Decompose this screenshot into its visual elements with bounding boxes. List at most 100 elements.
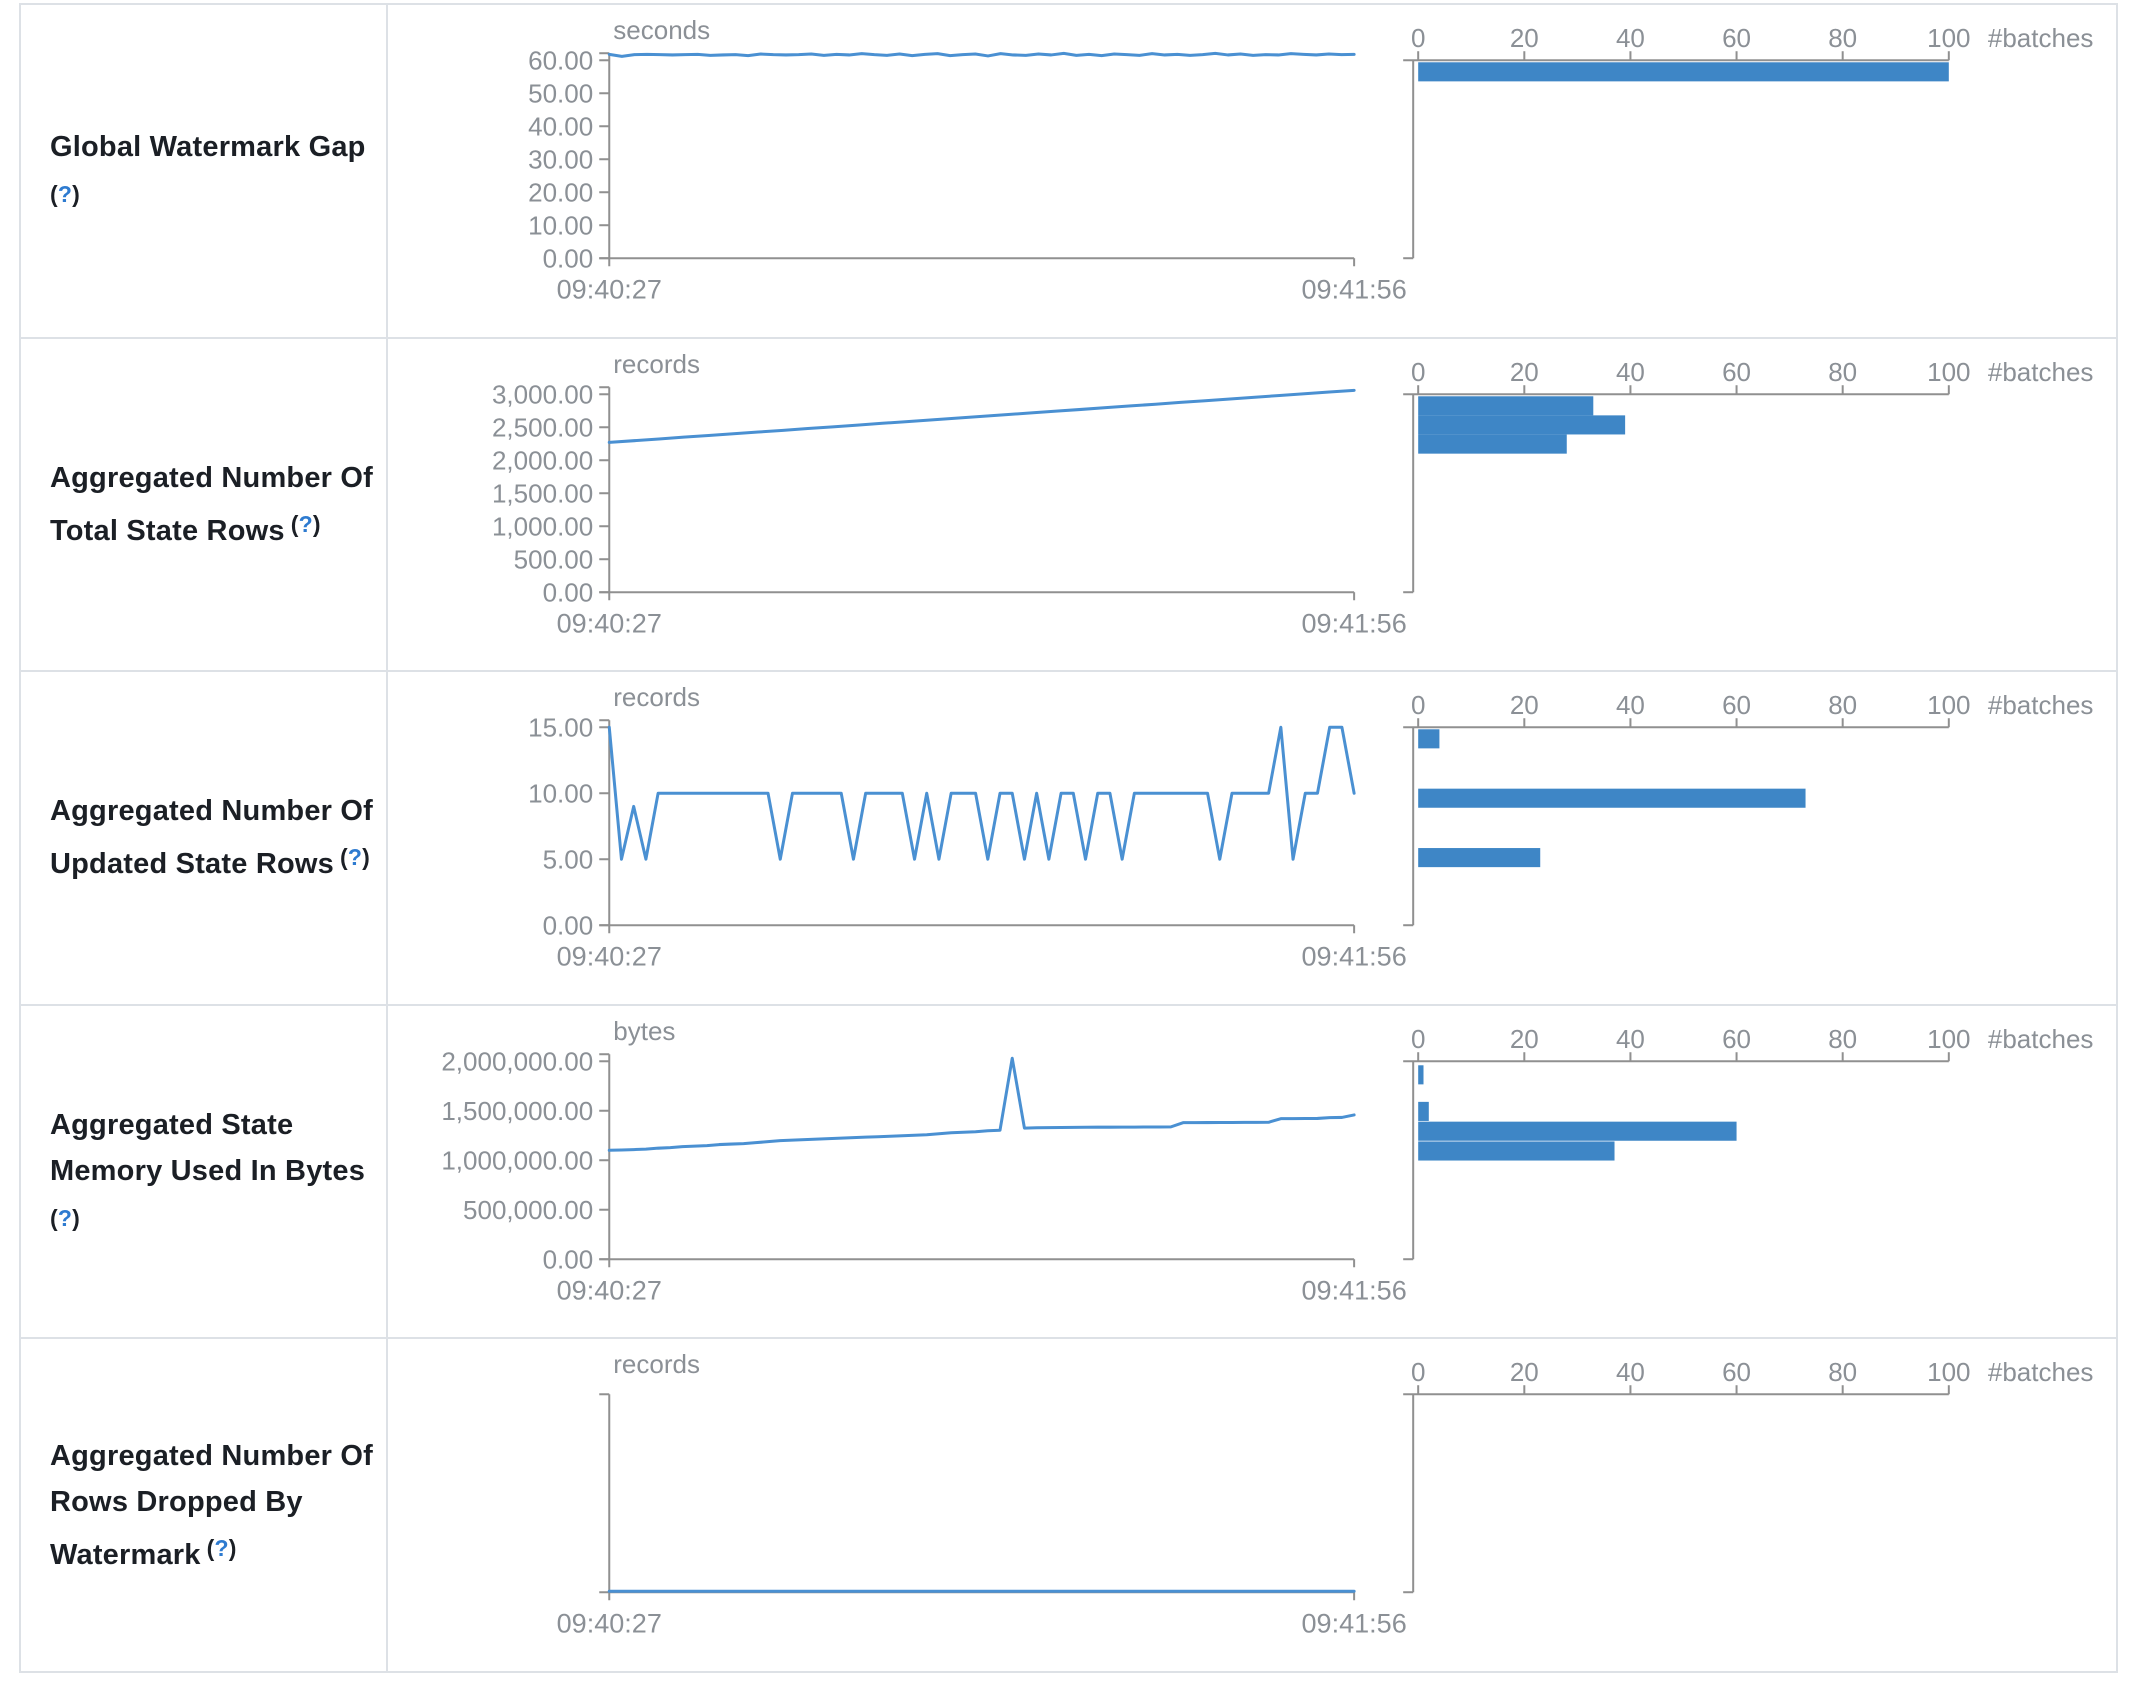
help-tooltip-link[interactable]: (?) bbox=[290, 510, 321, 537]
svg-text:1,000.00: 1,000.00 bbox=[492, 511, 593, 541]
metric-title: Aggregated Number Of bbox=[50, 1439, 374, 1472]
metric-title: Rows Dropped By bbox=[50, 1485, 303, 1518]
svg-text:10.00: 10.00 bbox=[528, 778, 593, 808]
question-mark-icon: ? bbox=[57, 181, 73, 208]
metric-title: Aggregated State bbox=[50, 1109, 294, 1142]
svg-text:2,000,000.00: 2,000,000.00 bbox=[441, 1046, 593, 1076]
metric-row-global-watermark-gap: Global Watermark Gap (?) seconds 60.00 50.… bbox=[21, 5, 2116, 339]
charts-cell: records 3,000.00 2,500.00 2,000.00 1,500.00 1… bbox=[388, 339, 2116, 671]
svg-text:80: 80 bbox=[1828, 23, 1857, 53]
svg-text:40: 40 bbox=[1616, 23, 1645, 53]
metric-title: Aggregated Number Of bbox=[50, 795, 374, 828]
svg-text:09:41:56: 09:41:56 bbox=[1302, 607, 1407, 638]
svg-text:20: 20 bbox=[1510, 1024, 1539, 1054]
svg-text:60.00: 60.00 bbox=[528, 45, 593, 75]
charts-cell: seconds 60.00 50.00 40.00 30.00 20.00 10.00 0.0… bbox=[388, 5, 2116, 337]
svg-text:20.00: 20.00 bbox=[528, 177, 593, 207]
metric-label-global-watermark-gap: Global Watermark Gap (?) bbox=[21, 5, 388, 337]
question-mark-icon: ? bbox=[347, 844, 363, 871]
watermark-gap-charts-svg: seconds 60.0050.0040.0030.0020.0010.000.0… bbox=[528, 15, 2094, 304]
svg-text:0.00: 0.00 bbox=[543, 243, 594, 273]
help-tooltip-link[interactable]: (?) bbox=[50, 181, 80, 208]
svg-text:40: 40 bbox=[1616, 357, 1645, 387]
question-mark-icon: ? bbox=[214, 1534, 229, 1561]
svg-text:20: 20 bbox=[1510, 357, 1539, 387]
svg-text:0.00: 0.00 bbox=[543, 577, 594, 607]
svg-text:40: 40 bbox=[1616, 1358, 1645, 1388]
svg-text:20: 20 bbox=[1510, 1358, 1539, 1388]
svg-text:60: 60 bbox=[1722, 1358, 1751, 1388]
svg-text:500,000.00: 500,000.00 bbox=[463, 1195, 593, 1225]
metric-row-rows-dropped-by-watermark: Aggregated Number Of Rows Dropped By Wat… bbox=[21, 1339, 2116, 1671]
charts-cell: records 15.00 10.00 5.00 0.00 09:40:27 09:41:5… bbox=[388, 672, 2116, 1004]
svg-text:100: 100 bbox=[1927, 23, 1970, 53]
metric-title: Watermark bbox=[50, 1538, 201, 1571]
metric-title: Updated State Rows bbox=[50, 848, 334, 881]
svg-text:1,500.00: 1,500.00 bbox=[492, 478, 593, 508]
svg-text:5.00: 5.00 bbox=[543, 844, 594, 874]
metric-title: Memory Used In Bytes bbox=[50, 1155, 366, 1188]
svg-text:09:40:27: 09:40:27 bbox=[557, 273, 662, 304]
svg-text:40.00: 40.00 bbox=[528, 111, 593, 141]
svg-text:10.00: 10.00 bbox=[528, 210, 593, 240]
svg-text:15.00: 15.00 bbox=[528, 712, 593, 742]
help-tooltip-link[interactable]: (?) bbox=[339, 844, 370, 871]
svg-text:records: records bbox=[613, 682, 700, 712]
svg-text:60: 60 bbox=[1722, 23, 1751, 53]
svg-text:100: 100 bbox=[1927, 357, 1970, 387]
help-tooltip-link[interactable]: (?) bbox=[50, 1205, 80, 1232]
svg-text:2,000.00: 2,000.00 bbox=[492, 445, 593, 475]
state-memory-charts-svg: bytes 2,000,000.00 1,500,000.00 1,000,000.0… bbox=[441, 1016, 2093, 1305]
svg-text:records: records bbox=[613, 1349, 700, 1379]
svg-text:2,500.00: 2,500.00 bbox=[492, 412, 593, 442]
svg-text:100: 100 bbox=[1927, 1024, 1970, 1054]
metric-label-rows-dropped: Aggregated Number Of Rows Dropped By Wat… bbox=[21, 1339, 388, 1671]
svg-text:seconds: seconds bbox=[613, 15, 710, 45]
svg-text:20: 20 bbox=[1510, 690, 1539, 720]
svg-text:09:40:27: 09:40:27 bbox=[557, 941, 662, 972]
svg-text:09:40:27: 09:40:27 bbox=[557, 607, 662, 638]
svg-text:records: records bbox=[613, 349, 700, 379]
svg-text:0.00: 0.00 bbox=[543, 910, 594, 940]
charts-cell: records 09:40:27 09:41:56 0 20 40 60 80 100 #batc… bbox=[388, 1339, 2116, 1671]
metric-title: Global Watermark Gap bbox=[50, 131, 366, 164]
svg-text:40: 40 bbox=[1616, 1024, 1645, 1054]
svg-text:80: 80 bbox=[1828, 1024, 1857, 1054]
question-mark-icon: ? bbox=[57, 1205, 73, 1232]
svg-text:100: 100 bbox=[1927, 690, 1970, 720]
svg-text:0: 0 bbox=[1411, 23, 1425, 53]
svg-text:0: 0 bbox=[1411, 1024, 1425, 1054]
svg-text:0: 0 bbox=[1411, 1358, 1425, 1388]
rows-dropped-charts-svg: records 09:40:27 09:41:56 0 20 40 60 80 100 #batc… bbox=[557, 1349, 2094, 1639]
metric-row-updated-state-rows: Aggregated Number Of Updated State Rows(… bbox=[21, 672, 2116, 1006]
svg-text:#batches: #batches bbox=[1988, 690, 2094, 720]
metric-row-total-state-rows: Aggregated Number Of Total State Rows (?)… bbox=[21, 338, 2116, 673]
svg-text:bytes: bytes bbox=[613, 1016, 675, 1046]
svg-text:09:41:56: 09:41:56 bbox=[1302, 273, 1407, 304]
svg-text:80: 80 bbox=[1828, 690, 1857, 720]
svg-text:0.00: 0.00 bbox=[543, 1244, 594, 1274]
svg-text:09:40:27: 09:40:27 bbox=[557, 1608, 662, 1639]
svg-text:1,500,000.00: 1,500,000.00 bbox=[441, 1096, 593, 1126]
charts-cell: bytes 2,000,000.00 1,500,000.00 1,000,000.0… bbox=[388, 1006, 2116, 1338]
svg-text:60: 60 bbox=[1722, 1024, 1751, 1054]
metric-title: Total State Rows bbox=[50, 514, 285, 547]
svg-text:09:41:56: 09:41:56 bbox=[1302, 1608, 1407, 1639]
svg-text:60: 60 bbox=[1722, 357, 1751, 387]
question-mark-icon: ? bbox=[298, 510, 313, 537]
metric-row-state-memory-used: Aggregated State Memory Used In Bytes (?… bbox=[21, 1005, 2116, 1340]
svg-text:#batches: #batches bbox=[1988, 1358, 2094, 1388]
svg-text:0: 0 bbox=[1411, 357, 1425, 387]
svg-text:3,000.00: 3,000.00 bbox=[492, 379, 593, 409]
svg-text:100: 100 bbox=[1927, 1358, 1970, 1388]
streaming-metrics-table: Global Watermark Gap (?) seconds 60.00 50.… bbox=[19, 3, 2118, 1673]
svg-text:500.00: 500.00 bbox=[514, 544, 594, 574]
metric-label-state-memory-used: Aggregated State Memory Used In Bytes (?… bbox=[21, 1005, 388, 1338]
help-tooltip-link[interactable]: (?) bbox=[206, 1534, 237, 1561]
svg-text:30.00: 30.00 bbox=[528, 144, 593, 174]
svg-text:60: 60 bbox=[1722, 690, 1751, 720]
svg-text:20: 20 bbox=[1510, 23, 1539, 53]
svg-text:#batches: #batches bbox=[1988, 23, 2094, 53]
svg-text:#batches: #batches bbox=[1988, 357, 2094, 387]
metric-title: Aggregated Number Of bbox=[50, 461, 374, 494]
